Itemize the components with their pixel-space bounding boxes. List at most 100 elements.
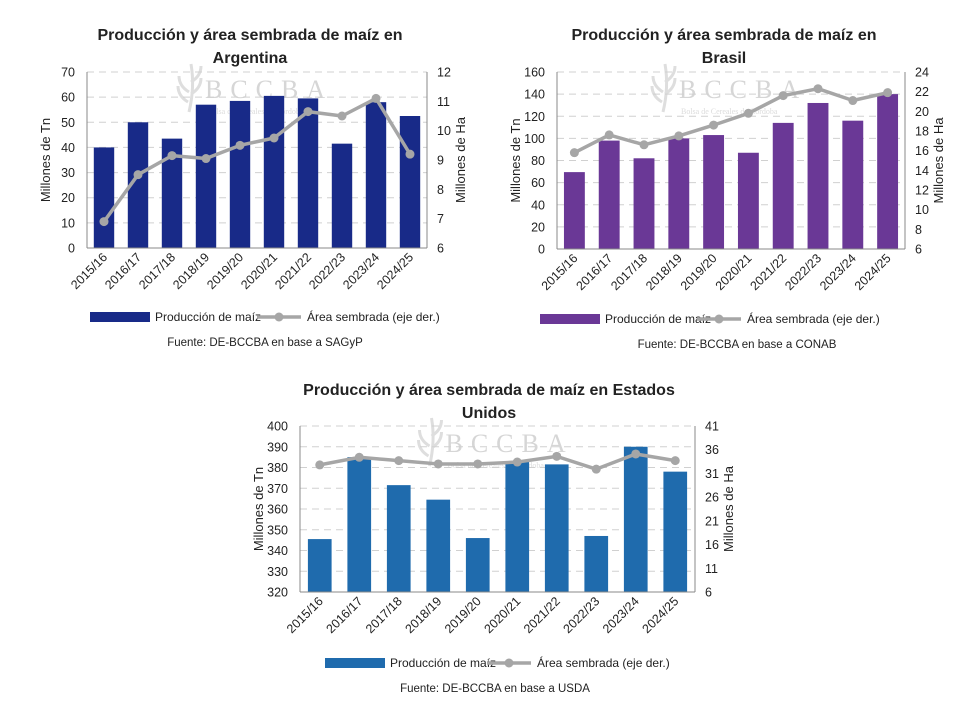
chart-0: Producción y área sembrada de maíz en Arg… — [38, 27, 468, 349]
y2-tick-label: 11 — [705, 562, 718, 576]
watermark-text: BCCBA — [446, 429, 574, 458]
y2-tick-label: 7 — [437, 212, 444, 226]
area-point-2024/25 — [883, 88, 893, 98]
x-tick-label: 2019/20 — [678, 251, 720, 293]
bar-2021/22 — [297, 98, 319, 249]
chart-2: Producción y área sembrada de maíz en Es… — [251, 382, 736, 695]
wheat-icon — [417, 417, 443, 467]
area-point-2023/24 — [848, 96, 858, 106]
y2-tick-label: 16 — [915, 144, 929, 158]
bar-2015/16 — [93, 147, 115, 248]
area-point-2017/18 — [167, 151, 177, 161]
y2-tick-label: 8 — [915, 223, 922, 237]
legend: Producción de maíz Área sembrada (eje der… — [90, 309, 440, 324]
y-tick-label: 20 — [531, 220, 545, 234]
y2-tick-label: 12 — [915, 184, 929, 198]
legend-bar-label: Producción de maíz — [155, 310, 261, 324]
area-point-2015/16 — [569, 148, 579, 158]
x-tick-label: 2023/24 — [340, 250, 382, 292]
y-tick-label: 330 — [267, 565, 288, 579]
wheat-icon — [650, 63, 677, 113]
x-tick-label: 2021/22 — [521, 594, 563, 636]
watermark-subtext: Bolsa de Cereales de Córdoba — [207, 107, 304, 116]
watermark-subtext: Bolsa de Cereales de Córdoba — [681, 107, 778, 116]
y2-tick-label: 9 — [437, 154, 444, 168]
chart-title: Argentina — [213, 50, 288, 67]
x-tick-label: 2024/25 — [852, 251, 894, 293]
area-point-2015/16 — [315, 460, 325, 470]
area-point-2017/18 — [394, 456, 404, 466]
area-point-2022/23 — [813, 84, 823, 94]
bar-2020/21 — [263, 95, 285, 248]
area-point-2020/21 — [512, 457, 522, 467]
y-axis-label: Millones de Tn — [38, 118, 53, 202]
x-tick-label: 2023/24 — [600, 594, 642, 636]
area-point-2016/17 — [354, 452, 364, 462]
area-point-2019/20 — [235, 140, 245, 150]
y-tick-label: 120 — [524, 110, 545, 124]
x-tick-label: 2022/23 — [561, 594, 603, 636]
y2-tick-label: 16 — [705, 538, 719, 552]
legend-line-marker — [274, 312, 284, 322]
chart-title: Producción y área sembrada de maíz en — [97, 27, 402, 44]
bar-2017/18 — [633, 158, 655, 249]
chart-title: Producción y área sembrada de maíz en Es… — [303, 382, 675, 399]
y-tick-label: 360 — [267, 503, 288, 517]
y2-tick-label: 22 — [915, 85, 929, 99]
bar-2021/22 — [772, 122, 794, 249]
y-axis-label: Millones de Tn — [508, 118, 523, 202]
bar-2023/24 — [842, 120, 864, 249]
watermark-logo: BCCBA Bolsa de Cereales de Córdoba — [417, 417, 574, 470]
bar-2015/16 — [563, 172, 585, 249]
bar-2022/23 — [331, 143, 353, 248]
x-tick-label: 2022/23 — [306, 250, 348, 292]
x-tick-label: 2019/20 — [442, 594, 484, 636]
x-tick-label: 2023/24 — [817, 251, 859, 293]
y-tick-label: 10 — [61, 216, 75, 230]
y2-tick-label: 6 — [437, 242, 444, 256]
y-tick-label: 340 — [267, 544, 288, 558]
legend-bar-label: Producción de maíz — [605, 312, 711, 326]
area-point-2017/18 — [639, 140, 649, 150]
y2-tick-label: 36 — [705, 443, 719, 457]
source-note: Fuente: DE-BCCBA en base a USDA — [400, 683, 590, 695]
area-point-2019/20 — [709, 120, 719, 130]
bar-2017/18 — [386, 485, 411, 592]
x-tick-label: 2020/21 — [482, 594, 524, 636]
x-tick-label: 2018/19 — [170, 250, 212, 292]
y-tick-label: 140 — [524, 88, 545, 102]
x-tick-label: 2020/21 — [713, 251, 755, 293]
chart-1: Producción y área sembrada de maíz en Bra… — [508, 27, 946, 351]
x-tick-label: 2017/18 — [136, 250, 178, 292]
area-point-2024/25 — [670, 456, 680, 466]
area-point-2019/20 — [473, 459, 483, 469]
y-tick-label: 80 — [531, 154, 545, 168]
y2-tick-label: 8 — [437, 183, 444, 197]
bar-2019/20 — [703, 135, 725, 249]
bar-2019/20 — [465, 538, 490, 592]
wheat-icon — [176, 63, 203, 113]
y2-tick-label: 14 — [915, 164, 929, 178]
area-point-2021/22 — [778, 91, 788, 101]
y2-tick-label: 10 — [915, 203, 929, 217]
y2-tick-label: 31 — [705, 467, 719, 481]
legend-line-marker — [504, 658, 514, 668]
y-tick-label: 0 — [538, 243, 545, 257]
x-tick-label: 2017/18 — [363, 594, 405, 636]
legend-line-label: Área sembrada (eje der.) — [747, 311, 880, 326]
x-tick-label: 2015/16 — [539, 251, 581, 293]
bar-2016/17 — [127, 122, 149, 248]
chart-title: Producción y área sembrada de maíz en — [571, 27, 876, 44]
bar-2023/24 — [623, 446, 648, 592]
x-tick-label: 2024/25 — [640, 594, 682, 636]
x-tick-label: 2015/16 — [68, 250, 110, 292]
bar-2022/23 — [584, 535, 609, 592]
y-tick-label: 350 — [267, 523, 288, 537]
y2-tick-label: 41 — [705, 420, 719, 434]
y-tick-label: 400 — [267, 420, 288, 434]
y2-tick-label: 26 — [705, 491, 719, 505]
bar-2018/19 — [668, 138, 690, 249]
area-line — [573, 86, 888, 155]
bar-2018/19 — [426, 499, 451, 592]
area-point-2024/25 — [405, 149, 415, 159]
